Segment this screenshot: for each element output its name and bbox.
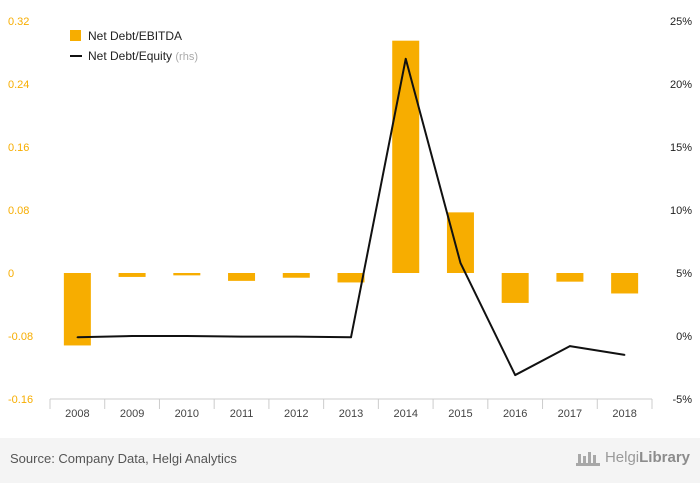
bar xyxy=(392,40,420,273)
y-tick-label-right: 15% xyxy=(670,142,692,154)
legend-label-bar: Net Debt/EBITDA xyxy=(88,29,182,43)
x-tick-label: 2011 xyxy=(230,408,254,420)
y-tick-label-left: 0 xyxy=(8,268,14,280)
x-tick-label: 2012 xyxy=(284,408,308,420)
x-tick-label: 2009 xyxy=(120,408,144,420)
bar xyxy=(118,273,146,277)
line-point xyxy=(295,335,298,338)
x-tick-label: 2013 xyxy=(339,408,363,420)
legend-swatch-bar xyxy=(70,30,81,41)
y-tick-label-left: 0.08 xyxy=(8,205,29,217)
y-tick-label-right: 10% xyxy=(670,205,692,217)
line-point xyxy=(623,354,626,356)
y-tick-label-left: 0.24 xyxy=(8,79,29,91)
y-tick-label-left: 0.32 xyxy=(8,16,29,28)
x-tick-label: 2018 xyxy=(612,408,636,420)
line-point xyxy=(404,58,407,60)
footer: Source: Company Data, Helgi Analytics He… xyxy=(0,438,700,483)
legend-label-line: Net Debt/Equity (rhs) xyxy=(88,49,198,63)
y-tick-label-right: 5% xyxy=(676,268,692,280)
brand-logo[interactable]: HelgiLibrary xyxy=(575,449,690,466)
bar xyxy=(611,273,639,294)
line-point xyxy=(459,262,462,264)
y-tick-label-right: 25% xyxy=(670,16,692,28)
line-point xyxy=(240,335,243,338)
bar xyxy=(63,273,91,346)
bar xyxy=(228,273,256,281)
chart: -0.16 -0.08 0 0.08 0.16 0.24 0.32 -5% 0% 5% 10% 15%… xyxy=(8,16,692,420)
x-tick-label: 2017 xyxy=(558,408,582,420)
y-tick-label-right: -5% xyxy=(672,394,692,406)
x-tick-label: 2010 xyxy=(175,408,199,420)
bar xyxy=(282,273,310,278)
line-point xyxy=(76,336,79,339)
x-tick-label: 2016 xyxy=(503,408,527,420)
x-tick-label: 2014 xyxy=(393,408,417,420)
line-point xyxy=(514,374,516,376)
x-tick-label: 2015 xyxy=(448,408,472,420)
y-tick-label-left: 0.16 xyxy=(8,142,29,154)
line-point xyxy=(131,335,133,337)
source-text: Source: Company Data, Helgi Analytics xyxy=(10,451,237,466)
y-tick-label-left: -0.08 xyxy=(8,331,33,343)
bar xyxy=(173,273,201,276)
line-point xyxy=(569,345,571,347)
line-point xyxy=(186,335,188,337)
library-icon xyxy=(575,451,600,466)
brand-name-light: Helgi xyxy=(604,449,640,466)
y-tick-label-left: -0.16 xyxy=(8,394,33,406)
y-tick-label-right: 0% xyxy=(676,331,692,343)
y-tick-label-right: 20% xyxy=(670,79,692,91)
bar xyxy=(501,273,529,303)
bar xyxy=(556,273,584,282)
line-point xyxy=(350,336,352,339)
brand-name-bold: Library xyxy=(639,449,690,466)
series-line xyxy=(77,57,625,377)
legend-rhs-suffix: (rhs) xyxy=(175,51,198,63)
x-tick-label: 2008 xyxy=(65,408,89,420)
bar xyxy=(337,273,365,283)
